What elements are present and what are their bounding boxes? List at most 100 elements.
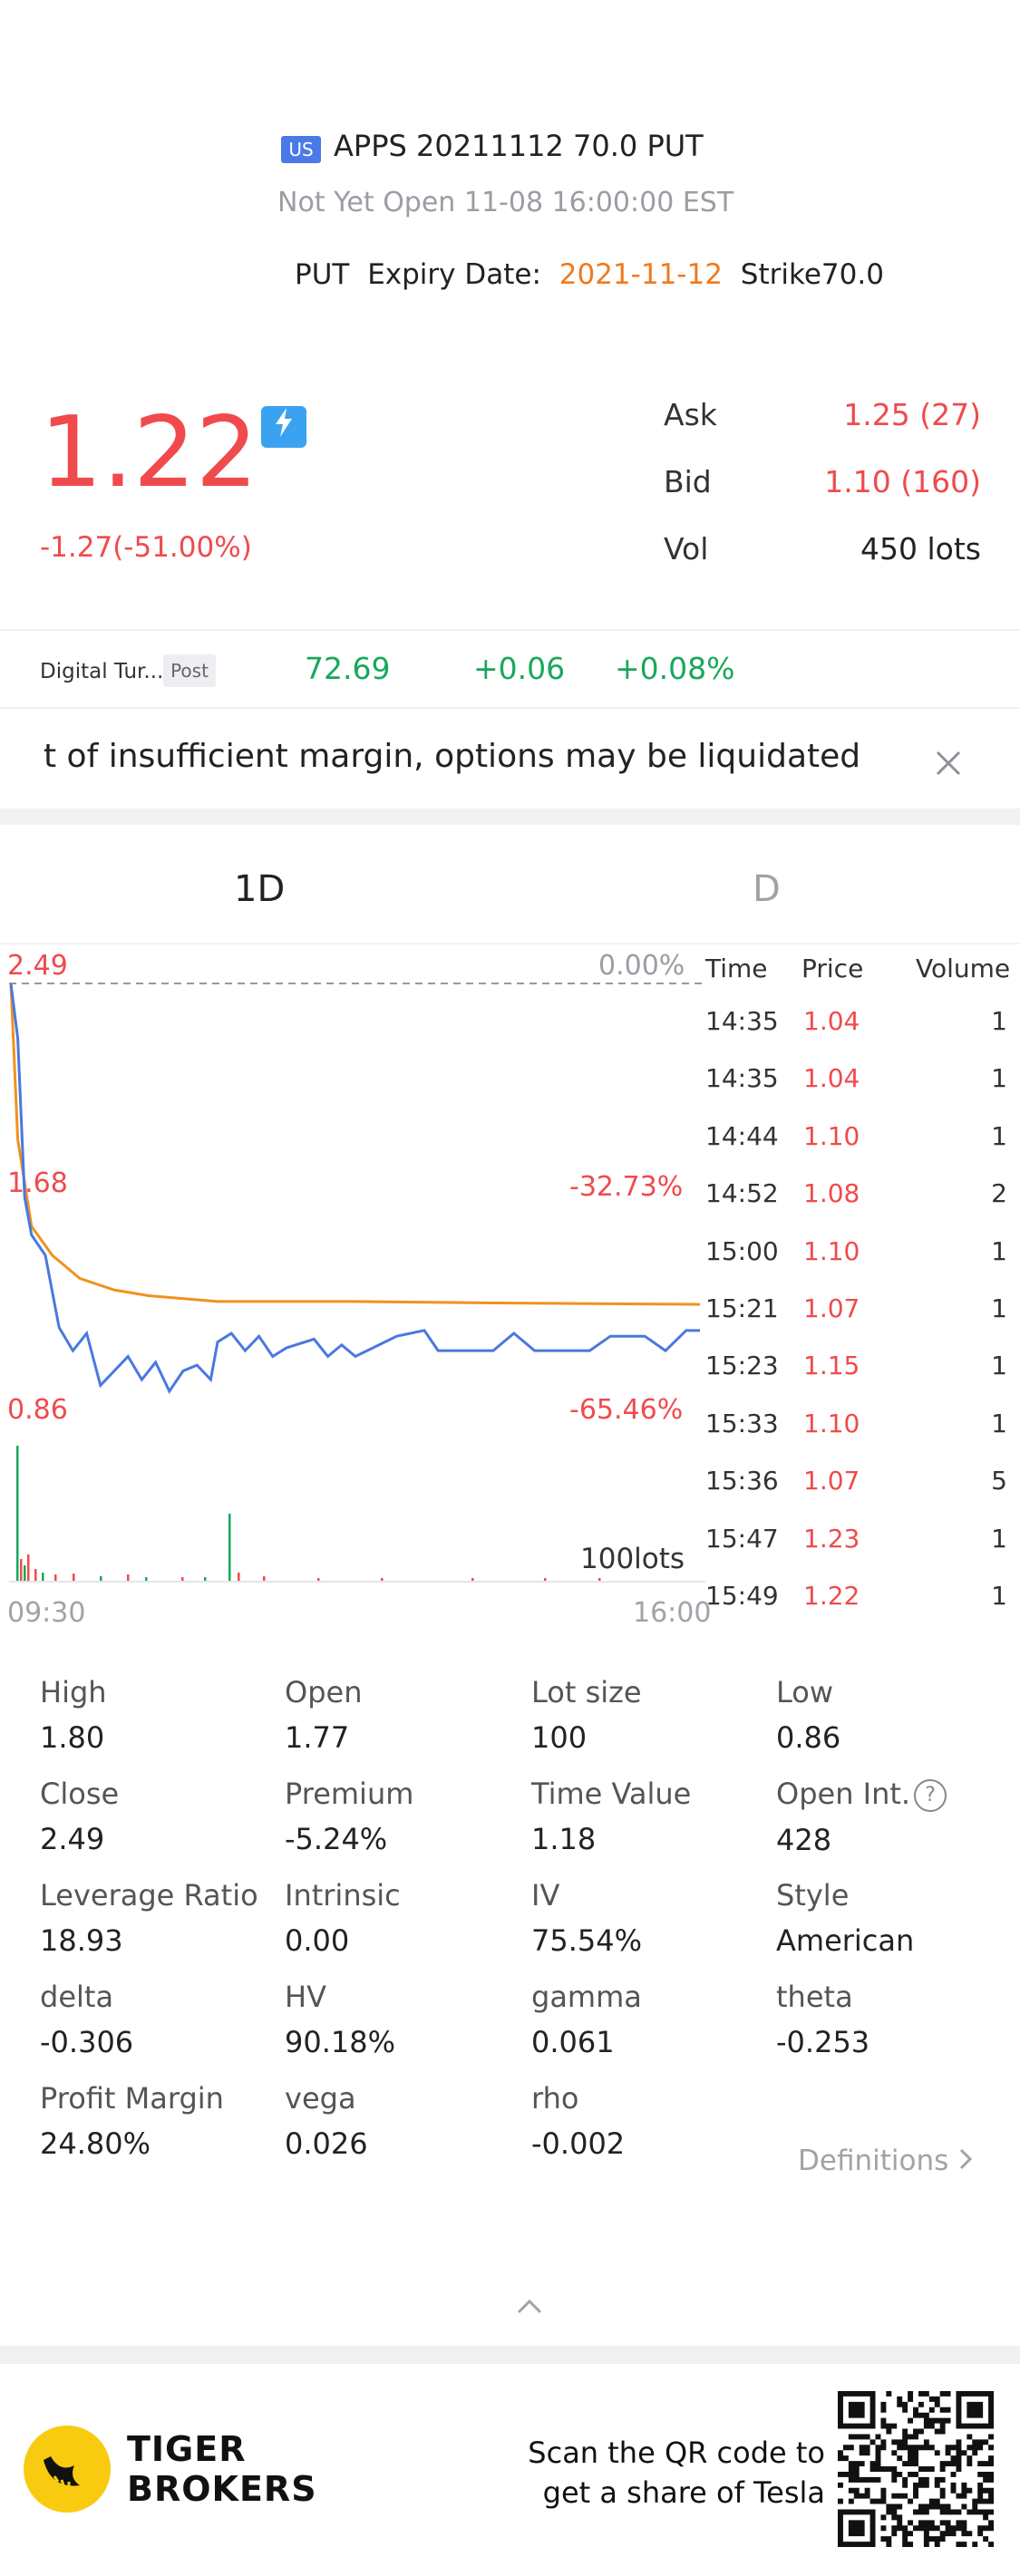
stat-value: 2.49 — [40, 1822, 105, 1856]
stat-rho: rho -0.002 — [531, 2081, 776, 2161]
trade-row: 15:47 1.23 1 — [704, 1516, 1020, 1574]
close-icon[interactable] — [934, 736, 963, 788]
trade-volume: 1 — [991, 1408, 1007, 1438]
stat-iv: IV 75.54% — [531, 1878, 776, 1958]
stat-leverage-ratio: Leverage Ratio 18.93 — [40, 1878, 285, 1958]
stat-value: 1.18 — [531, 1822, 597, 1856]
trade-row: 15:00 1.10 1 — [704, 1229, 1020, 1286]
trade-volume: 5 — [991, 1466, 1007, 1496]
stat-time-value: Time Value 1.18 — [531, 1777, 776, 1856]
stat-label: Close — [40, 1777, 120, 1811]
volume-bar — [263, 1576, 266, 1582]
volume-bar — [54, 1574, 57, 1582]
ask-value: 1.25 (27) — [843, 397, 981, 432]
trade-price: 1.07 — [803, 1466, 860, 1496]
chevron-right-icon — [957, 2146, 974, 2179]
brand-line-1: TIGER — [127, 2429, 247, 2469]
stat-value: American — [776, 1923, 915, 1958]
trade-volume: 1 — [991, 1063, 1007, 1094]
volume-bar — [204, 1577, 207, 1582]
underlying-name[interactable]: Digital Tur... — [40, 660, 164, 683]
tab-d[interactable]: D — [753, 868, 781, 910]
intraday-chart[interactable] — [0, 943, 707, 1632]
stat-gamma: gamma 0.061 — [531, 1980, 776, 2059]
definitions-link[interactable]: Definitions — [798, 2145, 974, 2179]
stat-value: 24.80% — [40, 2126, 151, 2161]
stat-close: Close 2.49 — [40, 1777, 285, 1856]
trade-time: 15:33 — [705, 1408, 779, 1438]
stat-hv: HV 90.18% — [285, 1980, 529, 2059]
y-axis-mid: 1.68 — [7, 1167, 68, 1199]
stat-value: -0.306 — [40, 2025, 134, 2059]
trade-price: 1.10 — [803, 1408, 860, 1438]
volume-bar — [20, 1559, 23, 1582]
stat-value: -0.253 — [776, 2025, 870, 2059]
stat-value: 90.18% — [285, 2025, 396, 2059]
volume-bar — [145, 1577, 148, 1582]
stat-premium: Premium -5.24% — [285, 1777, 529, 1856]
trade-price: 1.04 — [803, 1063, 860, 1094]
trade-volume: 1 — [991, 1523, 1007, 1554]
trades-header: Time Price Volume — [704, 954, 1020, 999]
stat-value: 428 — [776, 1823, 832, 1857]
volume-bar — [24, 1565, 26, 1582]
stat-label: Open Int.? — [776, 1777, 1020, 1812]
stat-low: Low 0.86 — [776, 1675, 1020, 1755]
trade-time: 15:47 — [705, 1523, 779, 1554]
stat-label: Time Value — [531, 1777, 692, 1811]
stat-value: 1.77 — [285, 1720, 350, 1755]
volume-bars — [16, 1446, 601, 1582]
option-type: PUT — [295, 258, 350, 291]
stat-label: rho — [531, 2081, 579, 2116]
pct-axis-mid: -32.73% — [569, 1171, 684, 1203]
help-icon[interactable]: ? — [914, 1779, 947, 1812]
y-axis-top: 2.49 — [7, 950, 68, 982]
ask-label: Ask — [664, 397, 717, 432]
stat-delta: delta -0.306 — [40, 1980, 285, 2059]
stat-label: vega — [285, 2081, 356, 2116]
trades-table[interactable]: Time Price Volume 14:35 1.04 1 14:35 1.04 1 14… — [704, 954, 1020, 1631]
trade-time: 14:35 — [705, 1063, 779, 1094]
market-status: Not Yet Open 11-08 16:00:00 EST — [277, 187, 734, 218]
trade-row: 15:49 1.22 1 — [704, 1574, 1020, 1631]
definitions-label: Definitions — [798, 2145, 949, 2177]
trade-time: 14:52 — [705, 1178, 779, 1209]
volume-bar — [73, 1574, 75, 1582]
qr-code — [838, 2391, 994, 2547]
trade-time: 15:23 — [705, 1351, 779, 1381]
volume-bar — [238, 1573, 240, 1582]
stat-value: -5.24% — [285, 1822, 388, 1856]
volume-bar — [127, 1574, 130, 1582]
footer-separator — [0, 2346, 1020, 2364]
chevron-up-icon[interactable] — [515, 2288, 544, 2324]
stat-label: HV — [285, 1980, 326, 2014]
bid-row: Bid 1.10 (160) — [664, 464, 981, 509]
trade-row: 14:44 1.10 1 — [704, 1114, 1020, 1171]
expiry-line: PUT Expiry Date: 2021-11-12 Strike70.0 — [295, 258, 893, 291]
time-start: 09:30 — [7, 1597, 86, 1629]
stat-label: High — [40, 1675, 107, 1709]
stat-label: Style — [776, 1878, 850, 1913]
trade-row: 14:35 1.04 1 — [704, 1056, 1020, 1113]
stat-theta: theta -0.253 — [776, 1980, 1020, 2059]
volume-bar — [598, 1578, 601, 1582]
stat-label: theta — [776, 1980, 853, 2014]
tab-1d[interactable]: 1D — [234, 868, 286, 910]
price-line — [9, 983, 700, 1394]
trade-price: 1.07 — [803, 1293, 860, 1323]
volume-bar — [100, 1576, 102, 1582]
trade-volume: 1 — [991, 1293, 1007, 1323]
pct-axis-top: 0.00% — [598, 950, 685, 982]
tiger-logo-icon — [24, 2426, 111, 2513]
volume-bar — [181, 1577, 184, 1582]
expiry-label: Expiry Date: — [367, 258, 541, 291]
expiry-value: 2021-11-12 — [559, 258, 723, 291]
lightning-icon[interactable] — [261, 406, 306, 448]
bid-label: Bid — [664, 464, 712, 499]
average-price-line — [9, 983, 701, 1306]
trade-price: 1.04 — [803, 1006, 860, 1036]
volume-bar — [471, 1578, 474, 1582]
vol-label: Vol — [664, 531, 709, 567]
strike-value: 70.0 — [821, 258, 884, 291]
stat-high: High 1.80 — [40, 1675, 285, 1755]
